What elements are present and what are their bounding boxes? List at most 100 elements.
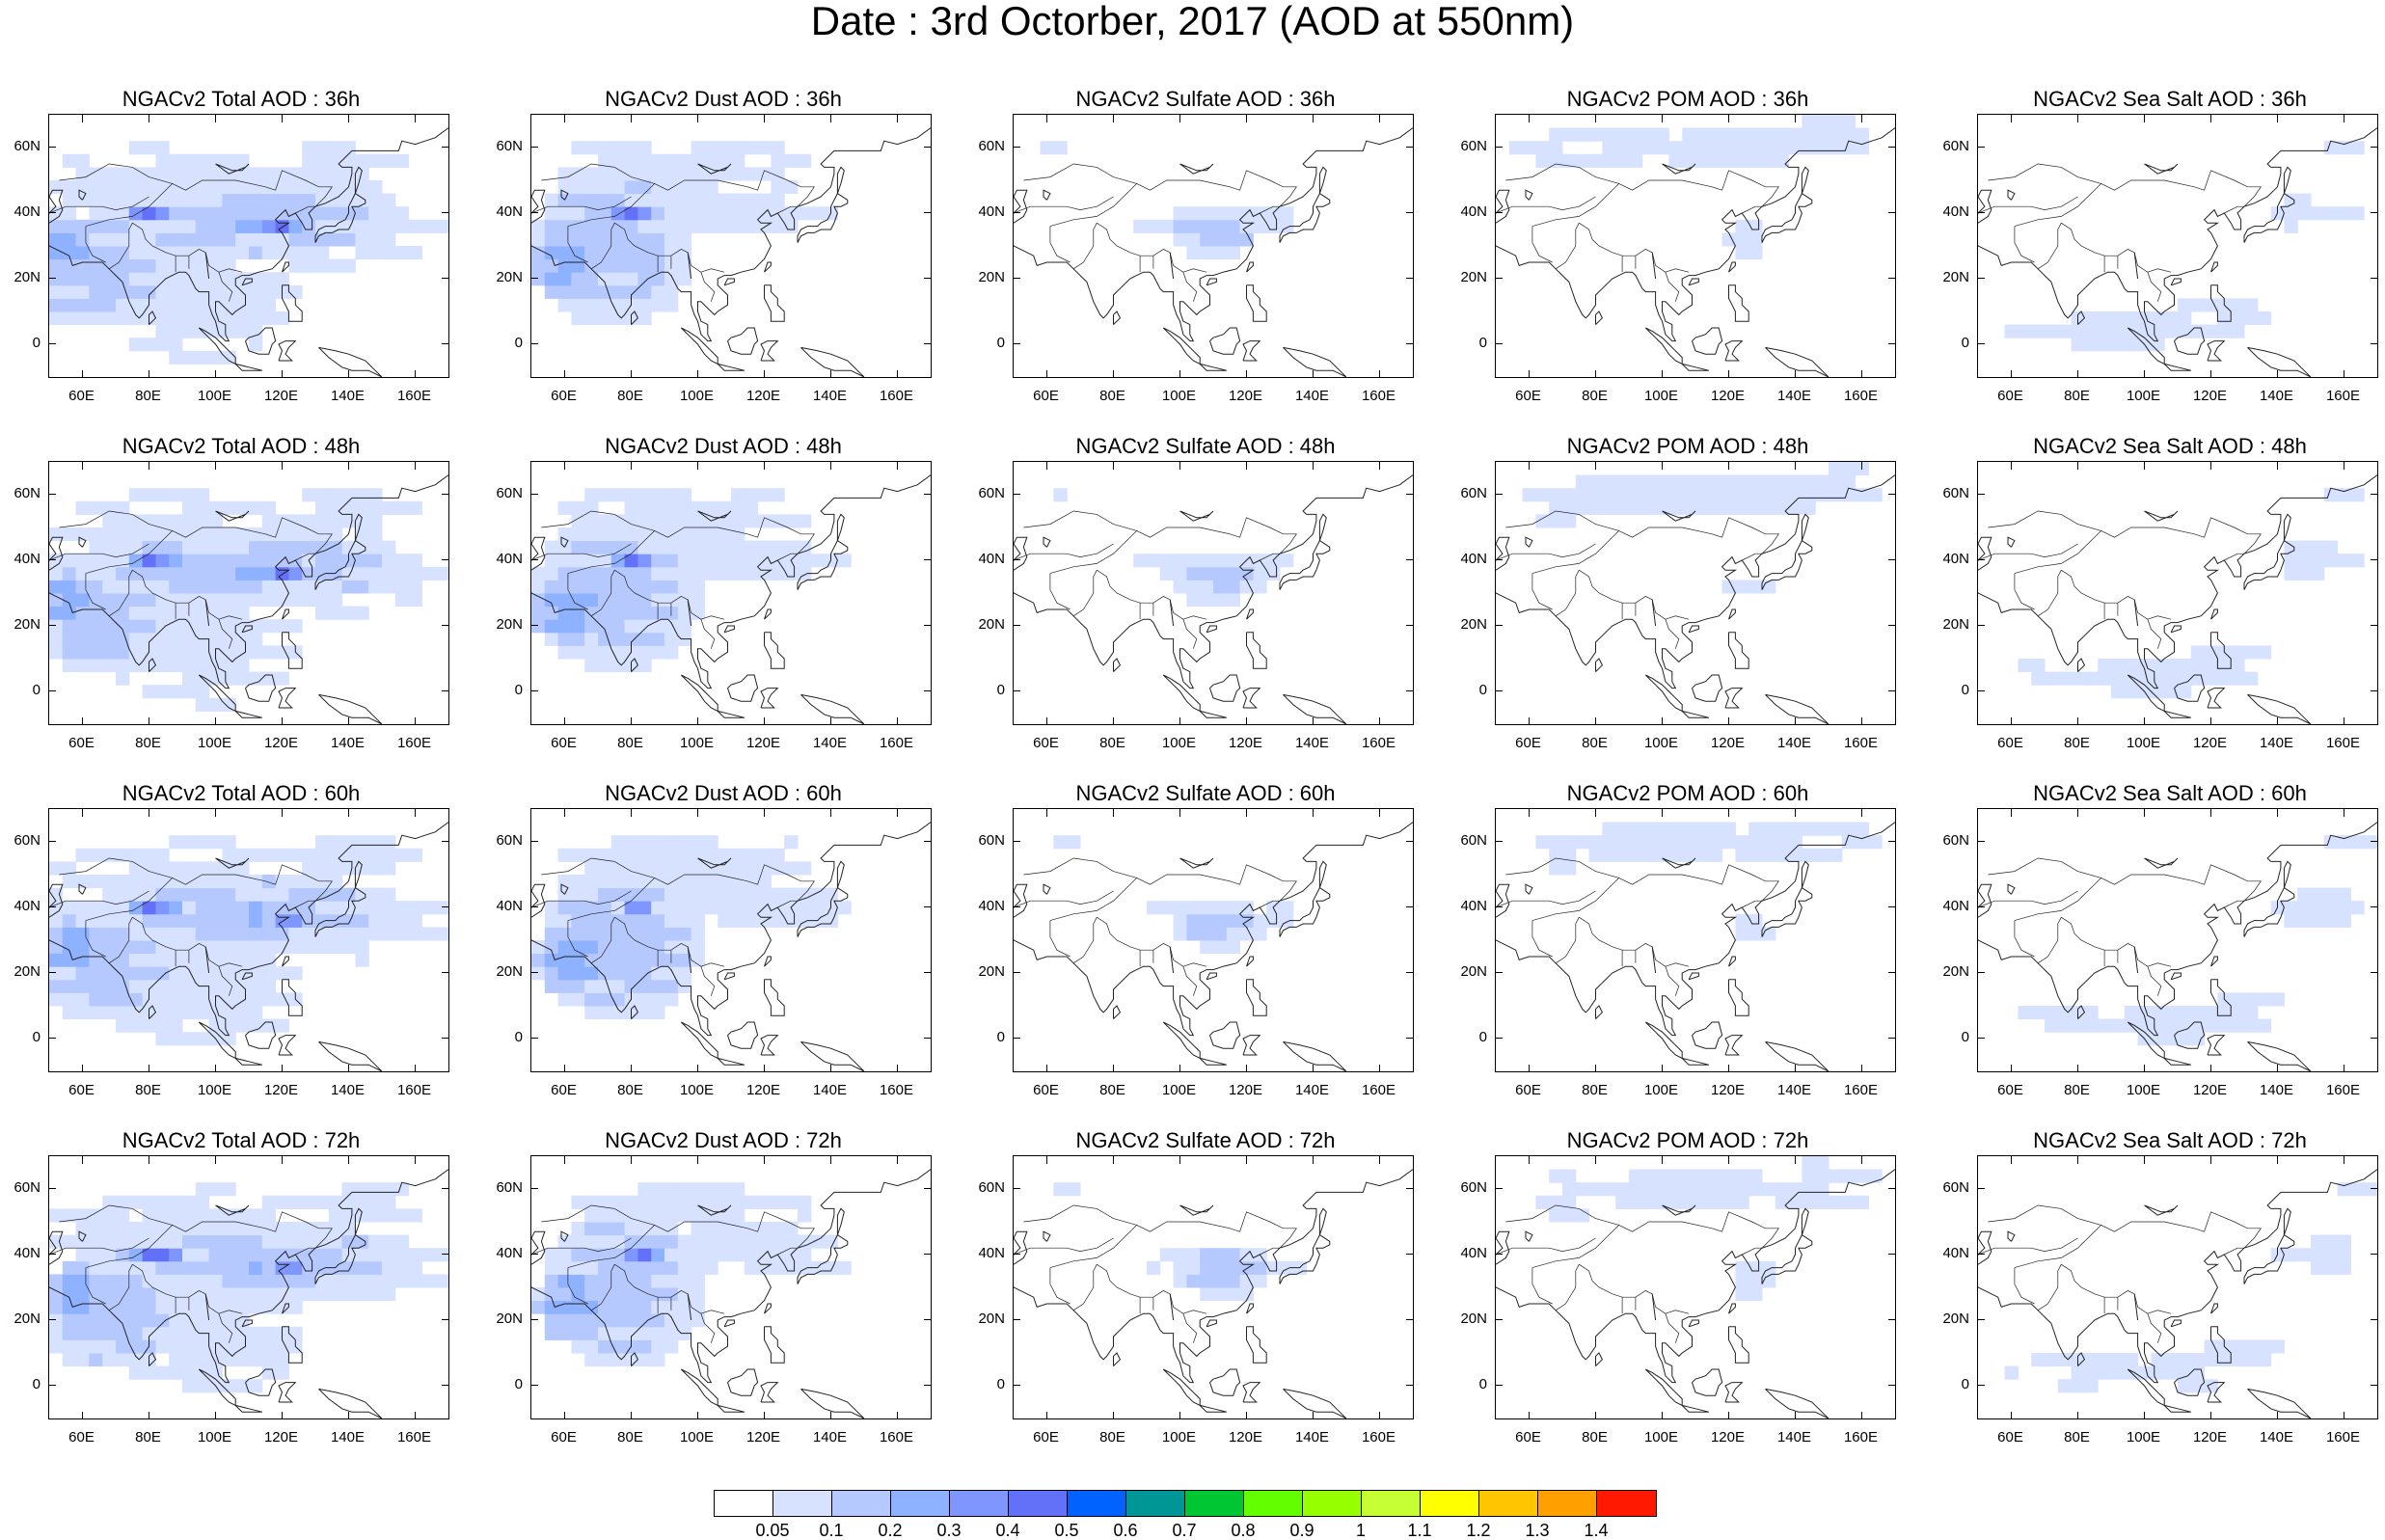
aod-cell [637, 554, 652, 568]
aod-cell [1535, 514, 1550, 528]
aod-cell [2323, 540, 2339, 554]
aod-cell [394, 1234, 410, 1249]
coastline [631, 658, 639, 672]
aod-cell [691, 940, 705, 955]
aod-cell [116, 1006, 130, 1020]
lon-tick [1245, 717, 1247, 725]
aod-cell [757, 1234, 772, 1249]
lat-tick [1013, 343, 1020, 344]
aod-cell [731, 1248, 745, 1262]
aod-cell [435, 566, 448, 581]
country-border [204, 1293, 233, 1343]
aod-cell [610, 966, 626, 981]
aod-cell [142, 887, 156, 902]
aod-cell [571, 887, 585, 902]
aod-cell [249, 992, 263, 1007]
lon-tick [829, 1412, 831, 1419]
aod-cell [1788, 1195, 1802, 1209]
lon-tick [1727, 809, 1729, 817]
aod-cell [691, 861, 705, 876]
aod-cell [382, 500, 396, 515]
aod-cell [62, 1339, 77, 1354]
lon-tick-label: 60E [551, 1082, 577, 1098]
lat-tick [442, 343, 449, 344]
lon-tick [2209, 809, 2211, 817]
lon-tick [1794, 717, 1796, 725]
lat-tick [1495, 690, 1503, 691]
aod-cell [637, 1300, 652, 1314]
lat-tick [1013, 906, 1020, 907]
aod-cell [155, 1326, 170, 1340]
aod-cell [288, 848, 303, 862]
country-border [108, 223, 133, 270]
aod-cell [744, 1222, 759, 1236]
aod-cell [195, 861, 210, 876]
aod-cell [584, 219, 599, 233]
lon-tick [281, 1065, 283, 1072]
lon-tick [1528, 462, 1530, 470]
country-border [1049, 1211, 1297, 1268]
aod-cell [1641, 474, 1657, 489]
lon-tick-label: 160E [879, 735, 914, 751]
aod-cell [598, 953, 612, 967]
aod-cell [2178, 311, 2192, 326]
aod-cell [155, 554, 170, 568]
country-border [1978, 553, 2062, 561]
lon-tick-label: 120E [263, 735, 299, 751]
lat-tick [1406, 841, 1414, 842]
aod-cell [1200, 554, 1214, 568]
aod-cell [1602, 1182, 1616, 1197]
aod-cell [249, 219, 263, 233]
country-border [687, 946, 716, 996]
aod-cell [169, 979, 183, 993]
aod-cell [1173, 554, 1187, 568]
coastline [1692, 1368, 1723, 1396]
aod-cell [116, 593, 130, 608]
country-border [2014, 573, 2035, 610]
lat-tick-label: 0 [996, 1029, 1005, 1045]
lat-tick-label: 20N [1942, 616, 1969, 633]
lon-tick [347, 1412, 349, 1419]
aod-cell [651, 298, 665, 312]
aod-cell [75, 1006, 90, 1020]
aod-cell [1641, 1169, 1657, 1183]
aod-cell [1815, 1156, 1829, 1171]
lon-tick [763, 1156, 765, 1164]
aod-cell [2084, 338, 2099, 352]
aod-cell [1615, 1182, 1630, 1197]
lat-tick-label: 20N [496, 1310, 523, 1327]
aod-cell [182, 298, 197, 312]
aod-cell [155, 324, 170, 338]
aod-cell [182, 180, 197, 195]
aod-cell [382, 835, 396, 850]
aod-cell [1748, 153, 1763, 168]
aod-cell [102, 659, 117, 673]
aod-cell [744, 206, 759, 221]
aod-cell [169, 338, 183, 352]
aod-cell [89, 298, 103, 312]
aod-cell [155, 1300, 170, 1314]
aod-cell [89, 966, 103, 981]
aod-cell [235, 1222, 250, 1236]
coastline [234, 710, 262, 718]
aod-cell [128, 1260, 144, 1275]
aod-cell [142, 1326, 156, 1340]
aod-cell [691, 180, 705, 195]
map-frame [48, 114, 449, 378]
coastline [2210, 632, 2232, 669]
aod-cell [664, 861, 679, 876]
aod-cell [1748, 127, 1763, 142]
country-border [1014, 205, 1098, 214]
lon-tick [1860, 717, 1862, 725]
lon-tick-label: 60E [1997, 735, 2023, 751]
aod-cell [810, 206, 826, 221]
panel-title: NGACv2 Dust AOD : 72h [605, 1128, 842, 1152]
lat-tick-label: 60N [14, 485, 41, 501]
aod-cell [664, 1234, 679, 1249]
aod-cell [275, 848, 289, 862]
coastline [1206, 278, 1217, 286]
aod-cell [408, 566, 422, 581]
aod-cell [1615, 153, 1630, 168]
aod-cell [557, 500, 572, 515]
aod-cell [1253, 927, 1267, 941]
